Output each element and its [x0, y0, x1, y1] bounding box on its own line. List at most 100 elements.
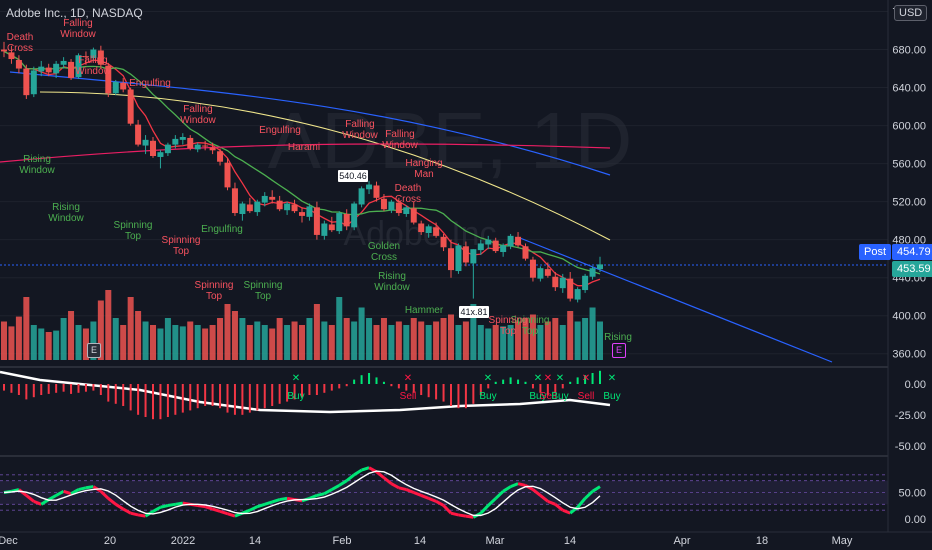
- signal-label: Buy: [479, 391, 496, 402]
- volume-bar: [425, 325, 432, 360]
- macd-histogram-bar: [17, 384, 20, 395]
- rsi-segment: [25, 494, 35, 503]
- macd-histogram-bar: [70, 384, 73, 394]
- volume-bar: [217, 318, 224, 360]
- candle-body: [589, 268, 596, 277]
- volume-bar: [373, 325, 380, 360]
- macd-histogram-bar: [427, 384, 430, 398]
- volume-bar: [68, 311, 75, 360]
- candle-body: [82, 56, 89, 58]
- macd-histogram-bar: [114, 384, 117, 404]
- volume-bar: [515, 321, 522, 360]
- candle-body: [15, 59, 22, 69]
- rsi-segment: [539, 494, 549, 503]
- symbol-title[interactable]: Adobe Inc., 1D, NASDAQ: [6, 6, 143, 20]
- rsi-segment: [308, 494, 318, 500]
- pattern-label: Hammer: [405, 305, 444, 316]
- time-axis-label: 14: [249, 535, 261, 547]
- signal-label: Sell: [578, 391, 595, 402]
- volume-bar: [522, 318, 529, 360]
- candle-body: [597, 264, 603, 270]
- macd-histogram-bar: [450, 384, 452, 406]
- volume-bar: [209, 325, 216, 360]
- volume-bar: [179, 326, 186, 360]
- time-axis-label: May: [832, 535, 853, 547]
- volume-bar: [53, 330, 60, 360]
- macd-histogram-bar: [10, 384, 13, 393]
- volume-bar: [38, 328, 45, 360]
- last-price: 453.59: [892, 261, 932, 277]
- candle-body: [559, 277, 566, 289]
- earnings-icon[interactable]: E: [87, 343, 101, 358]
- time-axis-label: 14: [564, 535, 576, 547]
- macd-histogram-bar: [323, 384, 326, 393]
- volume-bar: [321, 321, 328, 360]
- next-earnings-icon[interactable]: E: [612, 343, 626, 358]
- candles[interactable]: [1, 41, 603, 303]
- candle-body: [529, 259, 536, 278]
- candle-body: [164, 144, 171, 154]
- rsi-segment: [99, 490, 110, 500]
- rsi-segment: [428, 497, 437, 503]
- rsi-segment: [479, 504, 490, 515]
- candle-body: [343, 213, 350, 227]
- macd-histogram-bar: [286, 384, 289, 402]
- volume-bar: [507, 325, 514, 360]
- rsi-segment: [249, 505, 258, 512]
- macd-histogram-bar: [353, 379, 356, 384]
- currency-button[interactable]: USD: [894, 5, 928, 21]
- price-axis-label: 480.00: [892, 235, 926, 247]
- candle-body: [351, 203, 358, 228]
- volume-bar: [261, 325, 268, 360]
- candle-body: [418, 223, 425, 233]
- volume-bar: [559, 325, 566, 360]
- candle-body: [53, 63, 60, 74]
- candle-body: [97, 50, 104, 65]
- candle-body: [410, 208, 417, 223]
- volume-bar: [231, 311, 238, 360]
- volume-bar: [187, 321, 194, 360]
- rsi-segment: [375, 470, 385, 479]
- rsi-segment: [11, 488, 20, 493]
- candle-body: [194, 144, 201, 150]
- volume-bar: [470, 304, 477, 360]
- volume-bar: [254, 321, 261, 360]
- pattern-label: Spinning Top: [511, 315, 550, 337]
- rsi-segment: [316, 492, 325, 497]
- volume-bar: [313, 304, 320, 360]
- volume-bar: [105, 290, 112, 360]
- pattern-label: Engulfing: [129, 78, 171, 89]
- price-axis-label: 360.00: [892, 349, 926, 361]
- candle-body: [224, 162, 231, 188]
- candle-body: [470, 249, 477, 264]
- macd-histogram-bar: [315, 384, 318, 395]
- rsi-segment: [345, 473, 356, 482]
- macd-histogram-bar: [397, 384, 400, 389]
- volume-bar: [462, 321, 469, 360]
- candle-body: [306, 206, 313, 217]
- rsi-segment: [204, 505, 214, 511]
- macd-histogram-bar: [122, 384, 125, 406]
- pattern-label: Falling Window: [180, 104, 216, 126]
- candle-body: [328, 224, 335, 231]
- candle-body: [75, 55, 82, 78]
- volume-bars: [1, 290, 603, 360]
- macd-histogram-bar: [107, 384, 110, 402]
- rsi-segment: [554, 503, 564, 512]
- ma-long-line: [9, 71, 611, 176]
- candle-body: [455, 245, 462, 272]
- rsi-segment: [405, 488, 415, 494]
- candle-body: [336, 213, 343, 232]
- ma-200-line: [39, 91, 611, 241]
- volume-bar: [202, 328, 209, 360]
- macd-histogram-bar: [181, 384, 184, 413]
- volume-bar: [291, 321, 298, 360]
- candle-body: [366, 184, 373, 190]
- macd-histogram-bar: [3, 384, 5, 391]
- macd-histogram-bar: [144, 384, 147, 417]
- trendline[interactable]: [519, 237, 833, 363]
- pattern-label: Spinning Top: [489, 315, 528, 337]
- rsi-segment: [584, 490, 594, 500]
